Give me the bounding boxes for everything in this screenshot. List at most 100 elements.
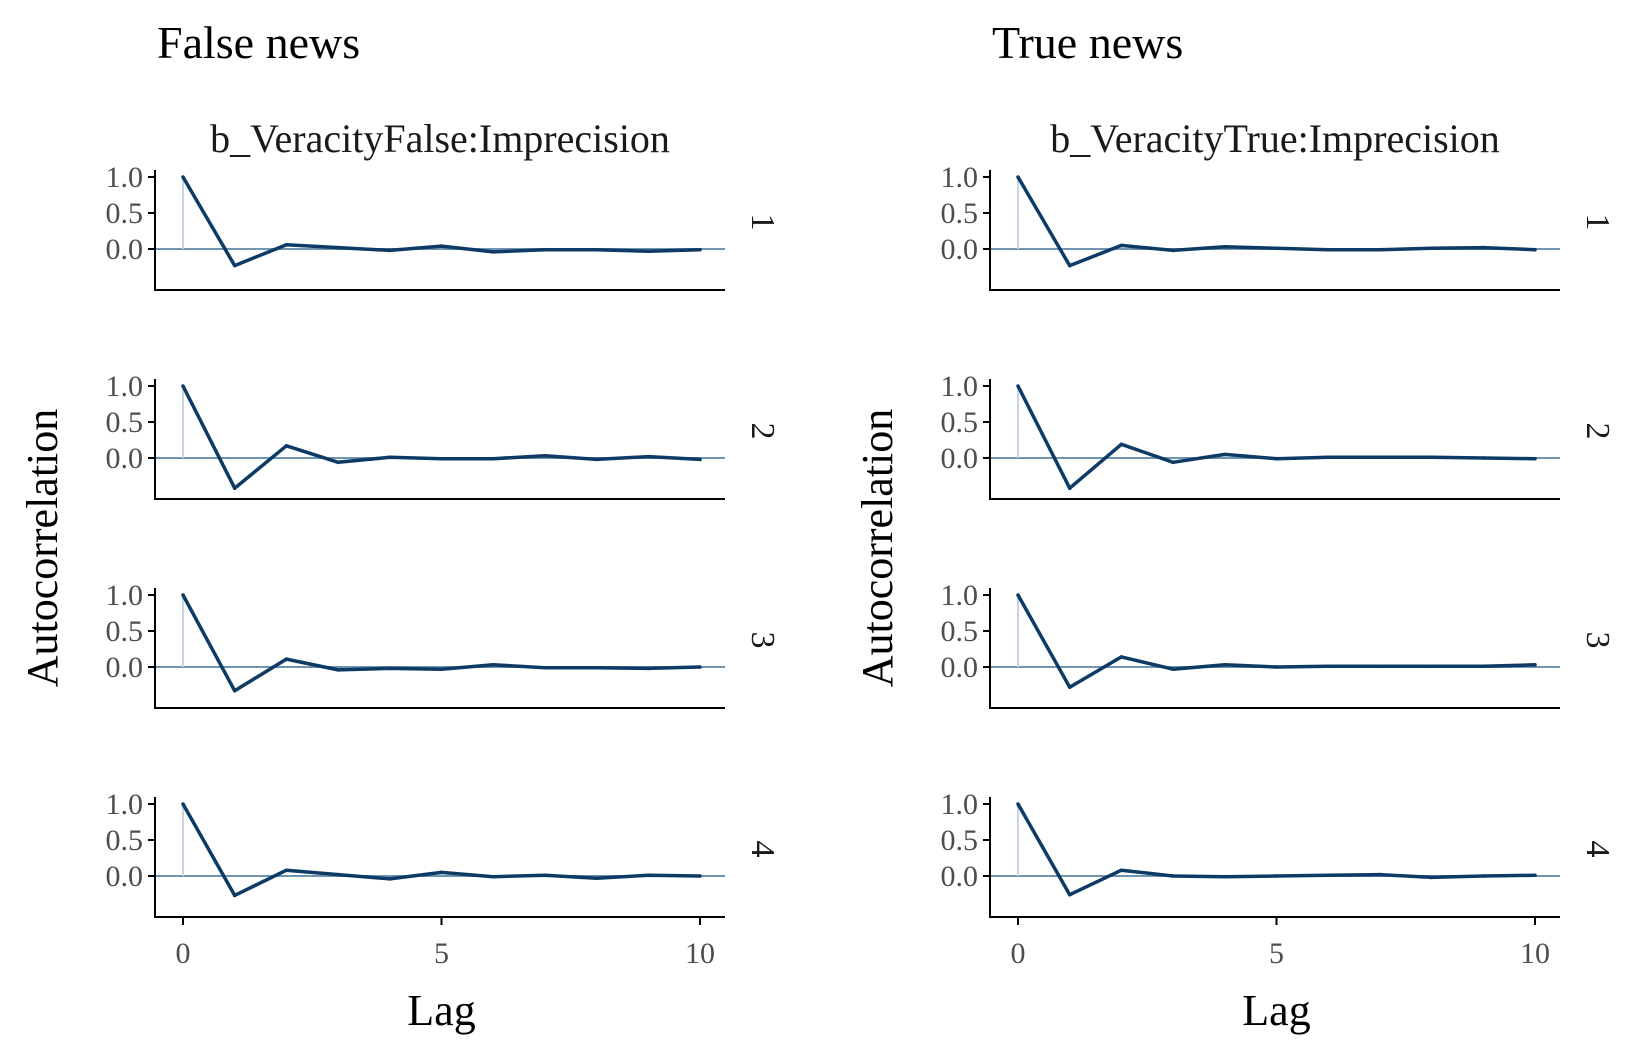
x-tick-label: 5 — [434, 937, 449, 970]
acf-point — [1016, 802, 1020, 806]
acf-point — [698, 457, 702, 462]
acf-line-chain-4 — [181, 803, 701, 898]
y-tick-label: 0.5 — [106, 406, 144, 439]
acf-point — [1481, 664, 1486, 669]
y-tick-label: 0.5 — [941, 615, 979, 648]
acf-point — [1016, 593, 1020, 597]
acf-point — [1533, 247, 1537, 252]
acf-point — [1119, 442, 1124, 447]
x-axis-title: Lag — [1242, 986, 1310, 1035]
acf-point — [439, 456, 444, 461]
y-tick-label: 0.0 — [106, 442, 144, 475]
facet-panel-1: 1.00.50.0 1 — [941, 161, 1616, 291]
y-tick-label: 0.0 — [941, 233, 979, 266]
acf-point — [284, 443, 289, 448]
acf-point — [1274, 874, 1279, 878]
acf-point — [181, 802, 185, 806]
y-tick-label: 1.0 — [941, 161, 979, 194]
facet-panel-2: 1.00.50.0 2 — [106, 370, 781, 500]
acf-point — [491, 250, 496, 254]
acf-point — [284, 657, 289, 661]
acf-point — [1274, 456, 1279, 461]
acf-line-chain-1 — [181, 176, 701, 268]
acf-point — [698, 247, 702, 252]
acf-point — [698, 874, 702, 878]
acf-point — [284, 242, 289, 247]
y-tick-label: 0.5 — [941, 824, 979, 857]
acf-line-chain-1 — [1016, 176, 1536, 268]
acf-point — [646, 454, 651, 459]
y-tick-label: 0.5 — [941, 197, 979, 230]
acf-point — [1429, 455, 1434, 460]
acf-point — [1429, 875, 1434, 880]
acf-point — [646, 873, 651, 878]
acf-point — [284, 868, 289, 873]
column-title: False news — [157, 17, 360, 68]
strip-title: b_VeracityTrue:Imprecision — [1050, 116, 1500, 161]
y-tick-label: 1.0 — [941, 370, 979, 403]
acf-point — [232, 893, 237, 898]
acf-point — [594, 457, 599, 462]
acf-point — [646, 666, 651, 671]
chart-column-1: True news b_VeracityTrue:Imprecision Autoc… — [853, 17, 1616, 1035]
acf-point — [543, 454, 547, 458]
acf-point — [1274, 246, 1279, 251]
acf-point — [594, 665, 599, 670]
acf-point — [1223, 452, 1227, 457]
x-tick-label: 0 — [176, 937, 191, 970]
acf-line-chain-2 — [181, 385, 701, 490]
acf-point — [1481, 245, 1486, 250]
acf-point — [1378, 455, 1382, 460]
facet-panel-3: 1.00.50.0 3 — [106, 579, 781, 709]
acf-point — [1326, 247, 1330, 252]
acf-point — [594, 247, 599, 252]
acf-point — [543, 873, 547, 878]
y-tick-label: 1.0 — [941, 579, 979, 612]
y-tick-label: 0.0 — [106, 233, 144, 266]
acf-point — [1378, 872, 1382, 877]
chain-strip-label: 4 — [744, 841, 781, 858]
chain-strip-label: 3 — [1579, 632, 1616, 649]
strip-title: b_VeracityFalse:Imprecision — [210, 116, 670, 161]
y-tick-label: 0.5 — [941, 406, 979, 439]
acf-point — [181, 175, 185, 179]
y-axis-title: Autocorrelation — [18, 409, 67, 688]
acf-line-chain-2 — [1016, 385, 1536, 490]
y-tick-label: 1.0 — [106, 370, 144, 403]
facet-panel-4: 1.00.50.0 4 0 5 10 Lag — [106, 788, 782, 1035]
x-tick-label: 10 — [1520, 937, 1550, 970]
chain-strip-label: 3 — [744, 632, 781, 649]
acf-line-chain-3 — [181, 594, 701, 693]
acf-point — [232, 263, 237, 268]
acf-point — [1171, 874, 1175, 878]
acf-point — [388, 248, 392, 253]
acf-point — [1223, 874, 1227, 879]
acf-point — [1533, 663, 1537, 667]
acf-point — [1429, 246, 1434, 251]
y-tick-label: 1.0 — [941, 788, 979, 821]
acf-point — [1533, 873, 1537, 878]
acf-point — [1223, 245, 1227, 249]
acf-point — [1378, 664, 1382, 669]
acf-point — [388, 877, 392, 881]
acf-point — [1481, 456, 1486, 460]
column-title: True news — [992, 17, 1183, 68]
acf-point — [181, 593, 185, 597]
acf-point — [1171, 460, 1175, 465]
acf-point — [1016, 175, 1020, 179]
acf-point — [232, 688, 237, 693]
acf-point — [1119, 243, 1124, 248]
acf-point — [336, 668, 340, 672]
acf-point — [1067, 892, 1072, 897]
acf-point — [439, 870, 444, 875]
y-tick-label: 1.0 — [106, 579, 144, 612]
acf-point — [181, 384, 185, 388]
y-tick-label: 0.5 — [106, 615, 144, 648]
chart-column-0: False news b_VeracityFalse:Imprecision Aut… — [18, 17, 781, 1035]
y-tick-label: 1.0 — [106, 788, 144, 821]
chain-strip-label: 4 — [1579, 841, 1616, 858]
acf-point — [1326, 455, 1330, 460]
y-tick-label: 0.0 — [106, 651, 144, 684]
facet-panel-3: 1.00.50.0 3 — [941, 579, 1616, 709]
acf-point — [543, 665, 547, 670]
